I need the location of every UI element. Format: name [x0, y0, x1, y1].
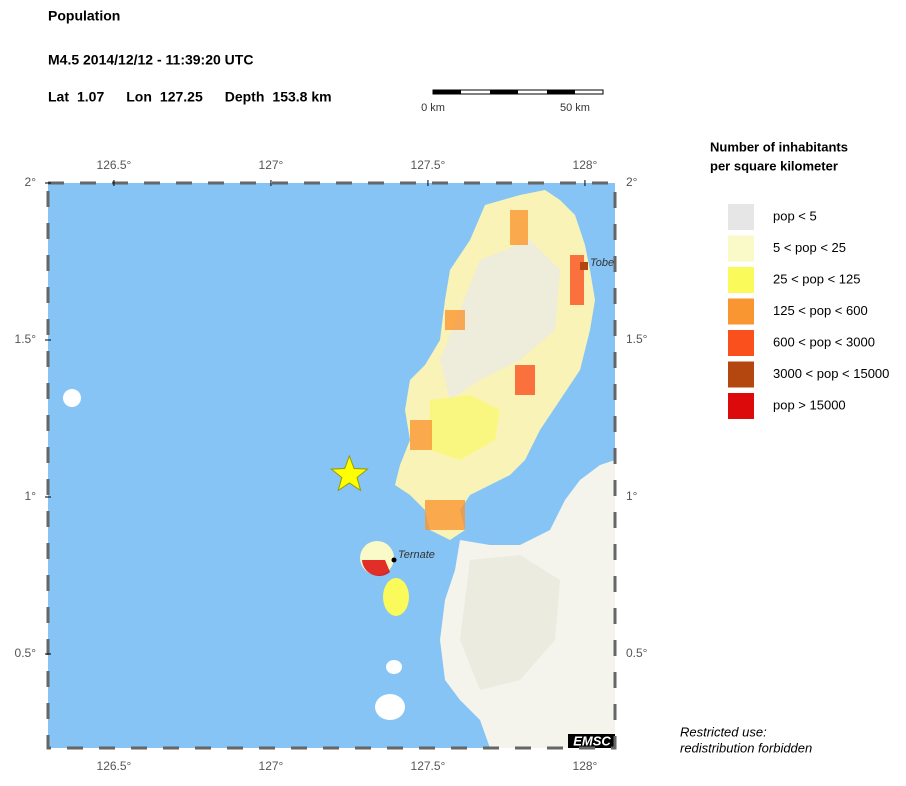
lat-tick-label: 0.5°	[15, 646, 37, 660]
lon-tick-label: 128°	[573, 158, 598, 172]
lat-tick-label: 1.5°	[15, 332, 37, 346]
event-line: M4.5 2014/12/12 - 11:39:20 UTC	[48, 52, 253, 68]
place-label: Tobelo	[590, 257, 623, 269]
legend-swatch	[728, 267, 754, 293]
location-value: 1.07	[77, 89, 104, 105]
lat-tick-label: 1.5°	[626, 332, 648, 346]
lat-tick-label: 2°	[626, 175, 638, 189]
lon-tick-label: 126.5°	[97, 759, 132, 773]
lat-tick-label: 1°	[25, 489, 37, 503]
lon-tick-label: 127°	[259, 158, 284, 172]
legend-label: 600 < pop < 3000	[773, 334, 875, 349]
title: Population	[48, 8, 120, 24]
legend-label: 3000 < pop < 15000	[773, 366, 889, 381]
footer-note: redistribution forbidden	[680, 740, 812, 755]
legend-swatch	[728, 235, 754, 262]
legend-swatch	[728, 204, 754, 230]
legend-label: 125 < pop < 600	[773, 303, 868, 318]
footer-note: Restricted use:	[680, 724, 767, 739]
lon-tick-label: 128°	[573, 759, 598, 773]
legend-swatch	[728, 298, 754, 325]
legend-label: pop < 5	[773, 208, 817, 223]
lon-tick-label: 126.5°	[97, 158, 132, 172]
location-value: 127.25	[160, 89, 203, 105]
legend-swatch	[728, 330, 754, 356]
legend-swatch	[728, 361, 754, 388]
lat-tick-label: 0.5°	[626, 646, 648, 660]
lat-tick-label: 1°	[626, 489, 638, 503]
legend-title: Number of inhabitants	[710, 139, 848, 154]
legend-title: per square kilometer	[710, 158, 838, 173]
credit: EMSC	[573, 733, 611, 748]
lon-tick-label: 127°	[259, 759, 284, 773]
location-label: Lat	[48, 89, 69, 105]
lon-tick-label: 127.5°	[411, 759, 446, 773]
location-label: Lon	[126, 89, 152, 105]
lat-tick-label: 2°	[25, 175, 37, 189]
legend-label: 5 < pop < 25	[773, 240, 846, 255]
lon-tick-label: 127.5°	[411, 158, 446, 172]
epicenter	[330, 454, 369, 492]
scale-bar: 0 km 50 km	[421, 89, 604, 114]
location-value: 153.8 km	[272, 89, 331, 105]
legend-label: pop > 15000	[773, 397, 846, 412]
legend-label: 25 < pop < 125	[773, 271, 860, 286]
location-label: Depth	[225, 89, 265, 105]
scale-start: 0 km	[421, 102, 445, 114]
scale-end: 50 km	[560, 102, 590, 114]
map-frame	[46, 181, 617, 750]
map-area: Ternate Tobelo EMSC	[48, 183, 623, 748]
legend-swatch	[728, 393, 754, 419]
place-label: Ternate	[398, 549, 435, 561]
